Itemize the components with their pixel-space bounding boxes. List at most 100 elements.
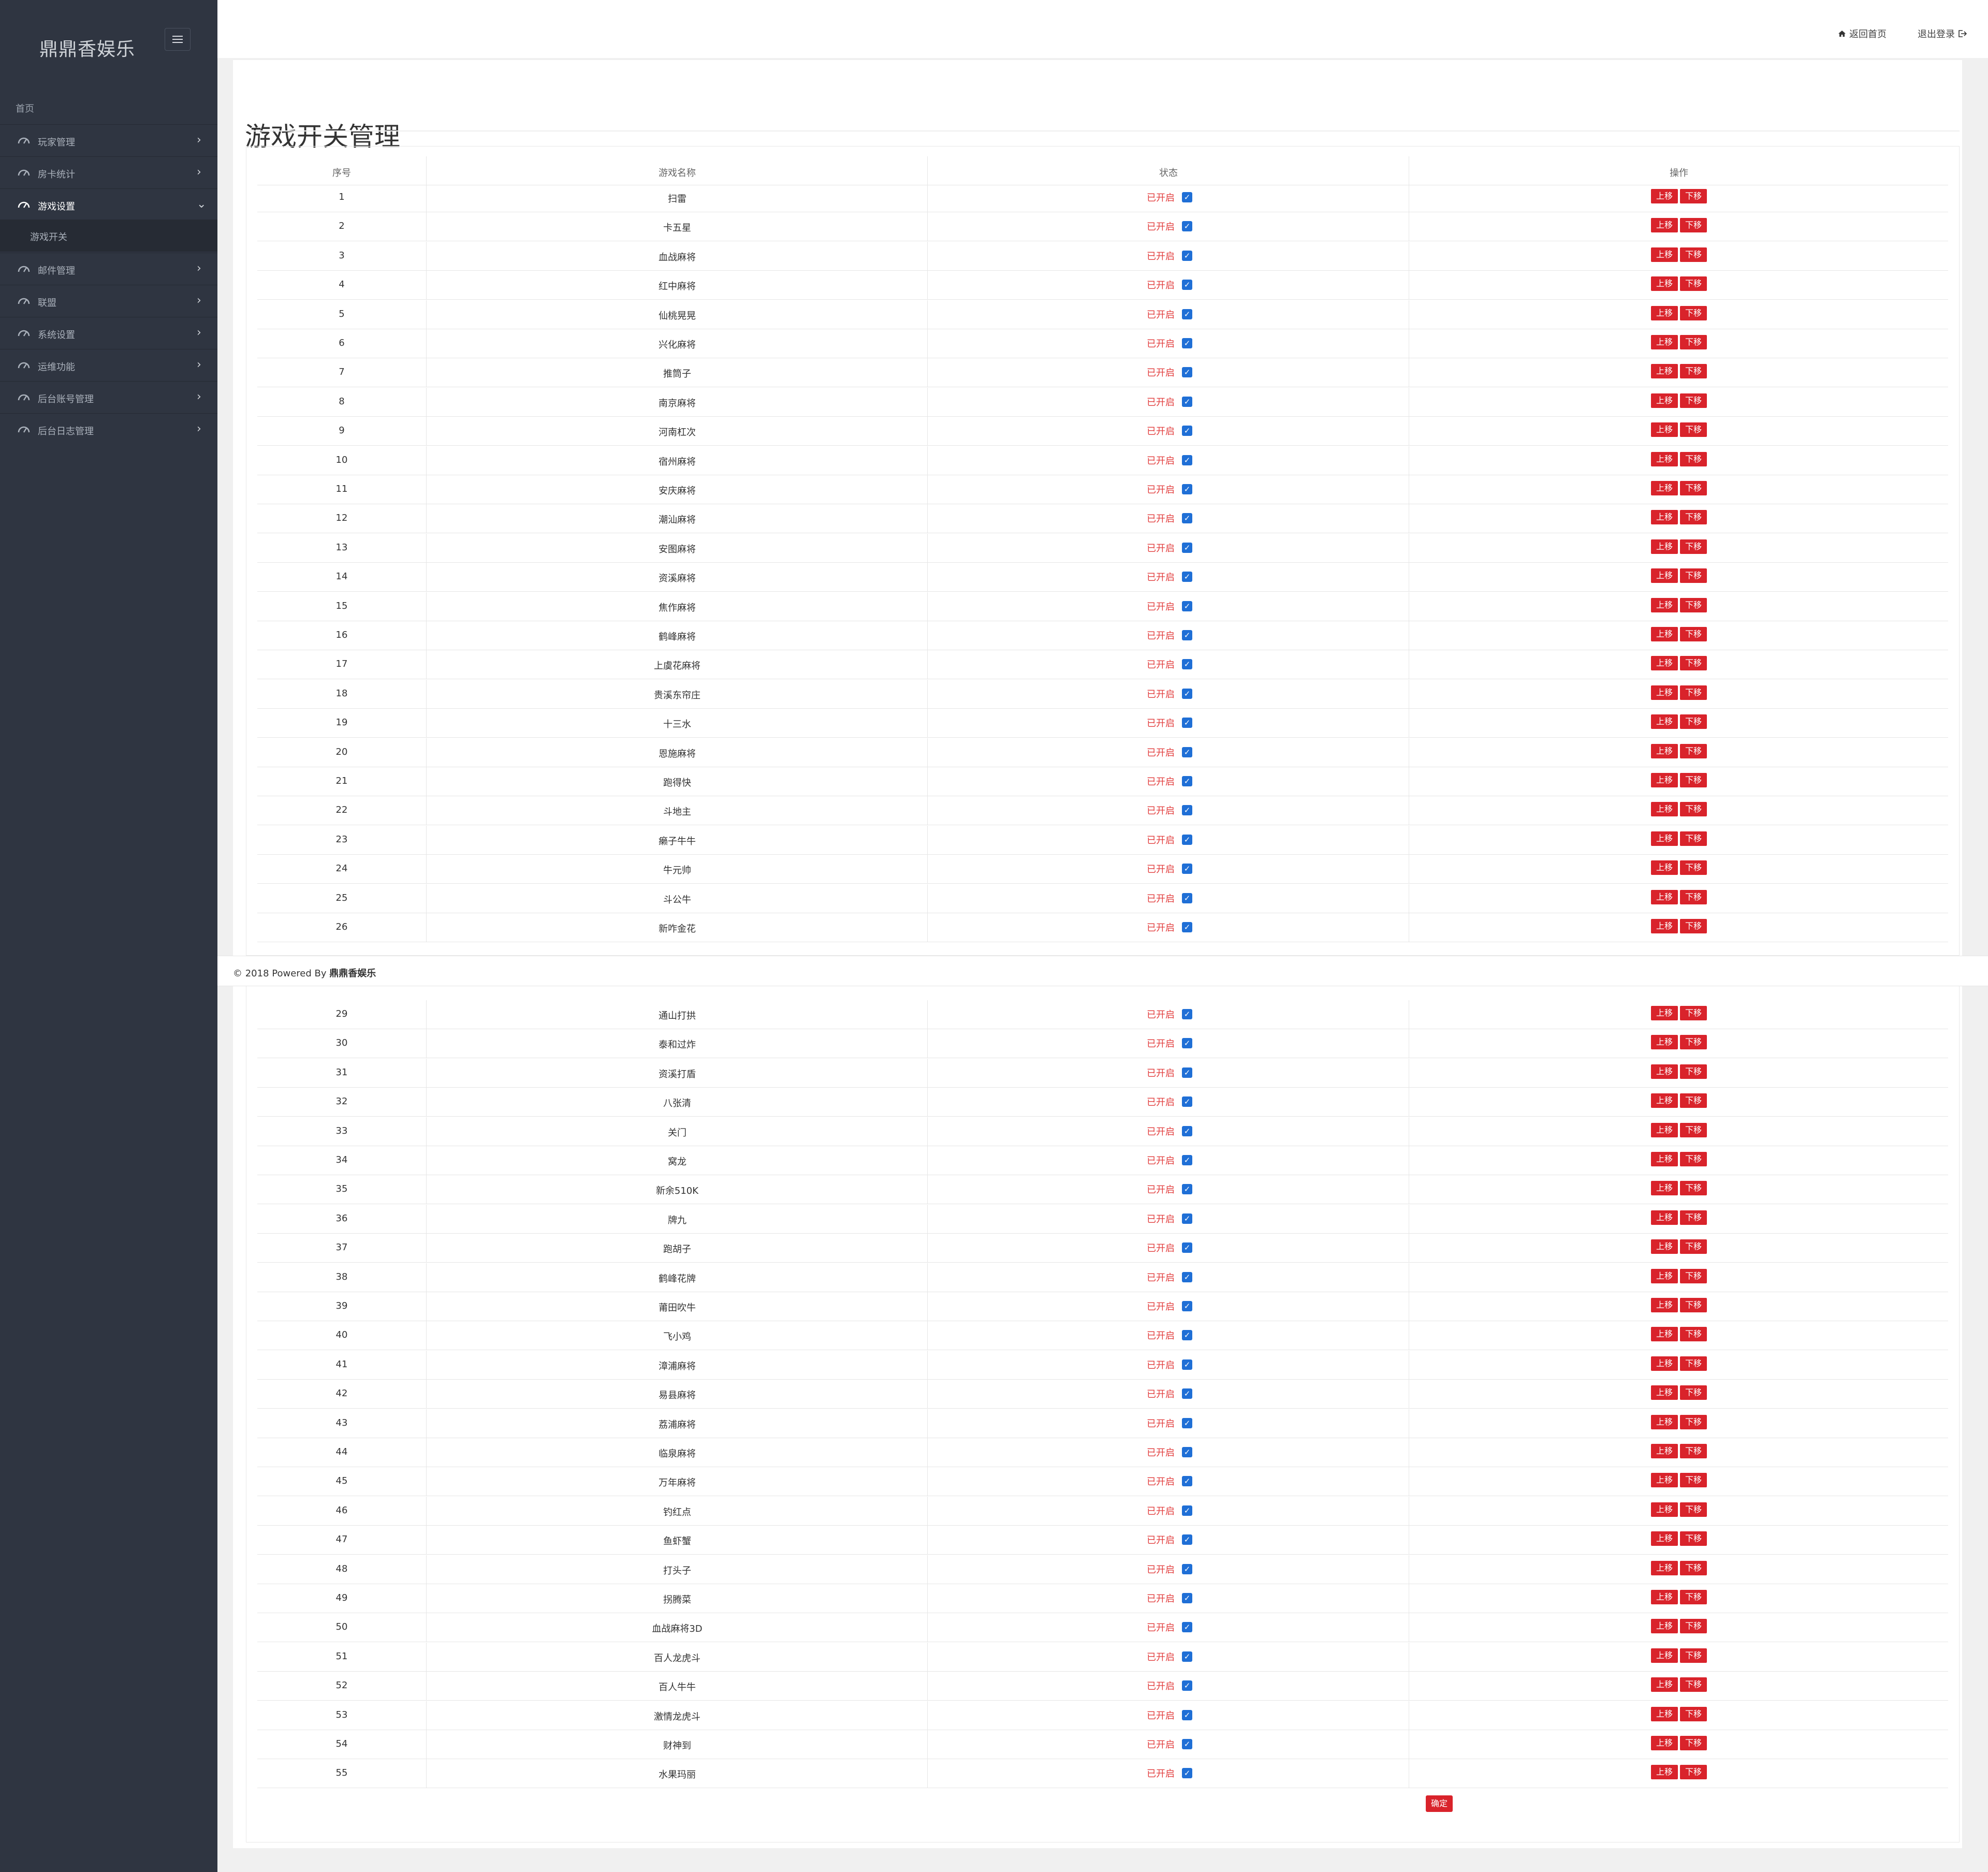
enabled-checkbox[interactable]: ✓ [1182,922,1192,932]
move-down-button[interactable]: 下移 [1680,1152,1707,1166]
enabled-checkbox[interactable]: ✓ [1182,630,1192,640]
move-up-button[interactable]: 上移 [1651,1298,1678,1312]
sidebar-item[interactable]: 运维功能 › [0,349,217,381]
move-up-button[interactable]: 上移 [1651,743,1678,758]
move-up-button[interactable]: 上移 [1651,422,1678,437]
enabled-checkbox[interactable]: ✓ [1182,864,1192,874]
move-down-button[interactable]: 下移 [1680,305,1707,320]
enabled-checkbox[interactable]: ✓ [1182,1593,1192,1603]
enabled-checkbox[interactable]: ✓ [1182,1417,1192,1428]
move-up-button[interactable]: 上移 [1651,1268,1678,1283]
enabled-checkbox[interactable]: ✓ [1182,192,1192,202]
move-up-button[interactable]: 上移 [1651,773,1678,787]
enabled-checkbox[interactable]: ✓ [1182,1242,1192,1253]
move-up-button[interactable]: 上移 [1651,948,1678,956]
menu-toggle-button[interactable] [165,28,191,51]
move-up-button[interactable]: 上移 [1651,656,1678,671]
move-down-button[interactable]: 下移 [1680,1239,1707,1254]
enabled-checkbox[interactable]: ✓ [1182,1213,1192,1224]
sidebar-item[interactable]: 后台账号管理 › [0,381,217,413]
move-up-button[interactable]: 上移 [1651,1006,1678,1020]
enabled-checkbox[interactable]: ✓ [1182,1768,1192,1779]
move-up-button[interactable]: 上移 [1651,539,1678,554]
enabled-checkbox[interactable]: ✓ [1182,1388,1192,1399]
move-down-button[interactable]: 下移 [1680,1356,1707,1371]
confirm-button[interactable]: 确定 [1426,1795,1453,1812]
move-down-button[interactable]: 下移 [1680,189,1707,203]
move-up-button[interactable]: 上移 [1651,1181,1678,1196]
sidebar-item[interactable]: 房卡统计 › [0,156,217,188]
move-up-button[interactable]: 上移 [1651,1648,1678,1663]
move-up-button[interactable]: 上移 [1651,1560,1678,1575]
move-down-button[interactable]: 下移 [1680,1502,1707,1517]
enabled-checkbox[interactable]: ✓ [1182,893,1192,903]
move-down-button[interactable]: 下移 [1680,889,1707,904]
move-up-button[interactable]: 上移 [1651,1152,1678,1166]
move-down-button[interactable]: 下移 [1680,1444,1707,1458]
move-up-button[interactable]: 上移 [1651,189,1678,203]
enabled-checkbox[interactable]: ✓ [1182,1301,1192,1311]
move-up-button[interactable]: 上移 [1651,1706,1678,1721]
move-down-button[interactable]: 下移 [1680,1590,1707,1604]
enabled-checkbox[interactable]: ✓ [1182,776,1192,786]
enabled-checkbox[interactable]: ✓ [1182,309,1192,319]
move-up-button[interactable]: 上移 [1651,831,1678,846]
move-down-button[interactable]: 下移 [1680,1327,1707,1342]
move-down-button[interactable]: 下移 [1680,1765,1707,1780]
sidebar-home-link[interactable]: 首页 [16,104,34,114]
enabled-checkbox[interactable]: ✓ [1182,659,1192,670]
move-up-button[interactable]: 上移 [1651,451,1678,466]
move-down-button[interactable]: 下移 [1680,1706,1707,1721]
move-down-button[interactable]: 下移 [1680,276,1707,291]
move-up-button[interactable]: 上移 [1651,802,1678,817]
move-down-button[interactable]: 下移 [1680,335,1707,349]
enabled-checkbox[interactable]: ✓ [1182,1709,1192,1720]
logout-link[interactable]: 退出登录 [1918,27,1967,40]
enabled-checkbox[interactable]: ✓ [1182,1534,1192,1545]
move-up-button[interactable]: 上移 [1651,1677,1678,1692]
move-up-button[interactable]: 上移 [1651,510,1678,525]
move-down-button[interactable]: 下移 [1680,1006,1707,1020]
move-down-button[interactable]: 下移 [1680,510,1707,525]
move-down-button[interactable]: 下移 [1680,919,1707,933]
move-up-button[interactable]: 上移 [1651,481,1678,495]
move-down-button[interactable]: 下移 [1680,1531,1707,1546]
move-down-button[interactable]: 下移 [1680,1473,1707,1488]
sidebar-item[interactable]: 邮件管理 › [0,253,217,285]
move-down-button[interactable]: 下移 [1680,685,1707,700]
move-up-button[interactable]: 上移 [1651,714,1678,729]
enabled-checkbox[interactable]: ✓ [1182,1155,1192,1165]
enabled-checkbox[interactable]: ✓ [1182,426,1192,436]
enabled-checkbox[interactable]: ✓ [1182,1563,1192,1574]
enabled-checkbox[interactable]: ✓ [1182,1622,1192,1633]
move-down-button[interactable]: 下移 [1680,422,1707,437]
move-down-button[interactable]: 下移 [1680,1268,1707,1283]
move-up-button[interactable]: 上移 [1651,685,1678,700]
move-up-button[interactable]: 上移 [1651,1619,1678,1634]
enabled-checkbox[interactable]: ✓ [1182,688,1192,699]
move-down-button[interactable]: 下移 [1680,1035,1707,1050]
enabled-checkbox[interactable]: ✓ [1182,1096,1192,1107]
move-up-button[interactable]: 上移 [1651,335,1678,349]
enabled-checkbox[interactable]: ✓ [1182,1125,1192,1136]
enabled-checkbox[interactable]: ✓ [1182,951,1192,956]
home-link[interactable]: 返回首页 [1838,27,1887,40]
enabled-checkbox[interactable]: ✓ [1182,1038,1192,1049]
move-down-button[interactable]: 下移 [1680,860,1707,875]
enabled-checkbox[interactable]: ✓ [1182,1271,1192,1282]
enabled-checkbox[interactable]: ✓ [1182,1476,1192,1487]
move-down-button[interactable]: 下移 [1680,1298,1707,1312]
move-down-button[interactable]: 下移 [1680,451,1707,466]
enabled-checkbox[interactable]: ✓ [1182,338,1192,348]
move-up-button[interactable]: 上移 [1651,1210,1678,1225]
enabled-checkbox[interactable]: ✓ [1182,1447,1192,1457]
enabled-checkbox[interactable]: ✓ [1182,1009,1192,1019]
move-down-button[interactable]: 下移 [1680,802,1707,817]
enabled-checkbox[interactable]: ✓ [1182,572,1192,582]
move-up-button[interactable]: 上移 [1651,1444,1678,1458]
enabled-checkbox[interactable]: ✓ [1182,1680,1192,1691]
move-down-button[interactable]: 下移 [1680,627,1707,641]
move-down-button[interactable]: 下移 [1680,568,1707,583]
move-up-button[interactable]: 上移 [1651,276,1678,291]
move-down-button[interactable]: 下移 [1680,1560,1707,1575]
